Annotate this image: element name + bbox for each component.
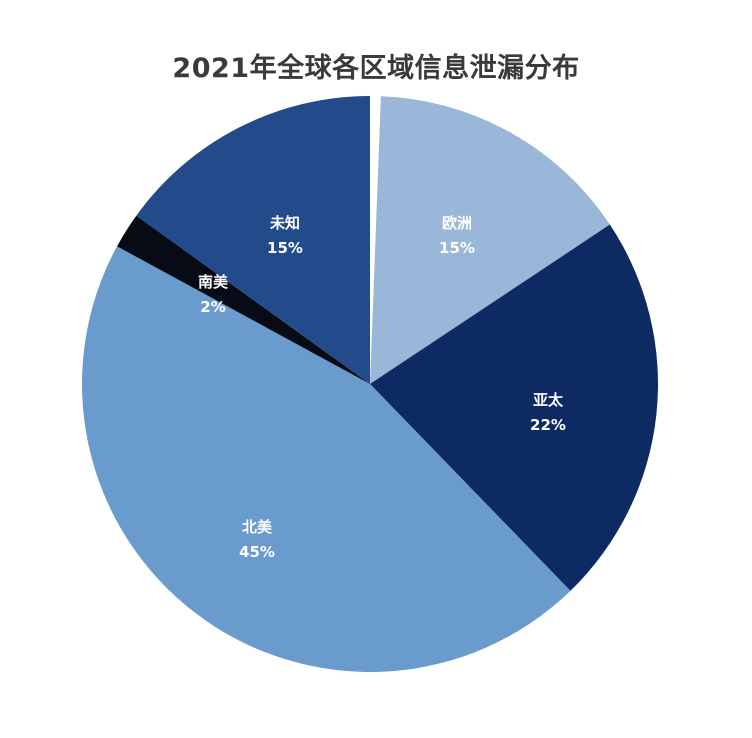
- pie-slice-5: [136, 96, 370, 384]
- slice-value-1: 15%: [439, 239, 475, 257]
- slice-label-2: 亚太: [533, 391, 564, 409]
- pie-slice-1: [370, 96, 610, 385]
- slice-label-3: 北美: [242, 518, 273, 536]
- pie-slice-4: [117, 215, 370, 384]
- slice-value-5: 15%: [267, 239, 303, 257]
- slice-value-3: 45%: [239, 543, 275, 561]
- chart-title: 2021年全球各区域信息泄漏分布: [172, 53, 580, 84]
- pie-labels: 欧洲 15% 亚太 22% 北美 45% 南美 2% 未知 15%: [198, 214, 566, 561]
- pie-slice-3: [82, 246, 571, 672]
- pie-slices: [82, 96, 658, 672]
- slice-label-4: 南美: [198, 273, 229, 291]
- slice-label-5: 未知: [269, 214, 300, 232]
- slice-label-1: 欧洲: [442, 214, 472, 232]
- slice-value-4: 2%: [200, 298, 225, 316]
- slice-value-2: 22%: [530, 416, 566, 434]
- pie-slice-2: [370, 224, 658, 591]
